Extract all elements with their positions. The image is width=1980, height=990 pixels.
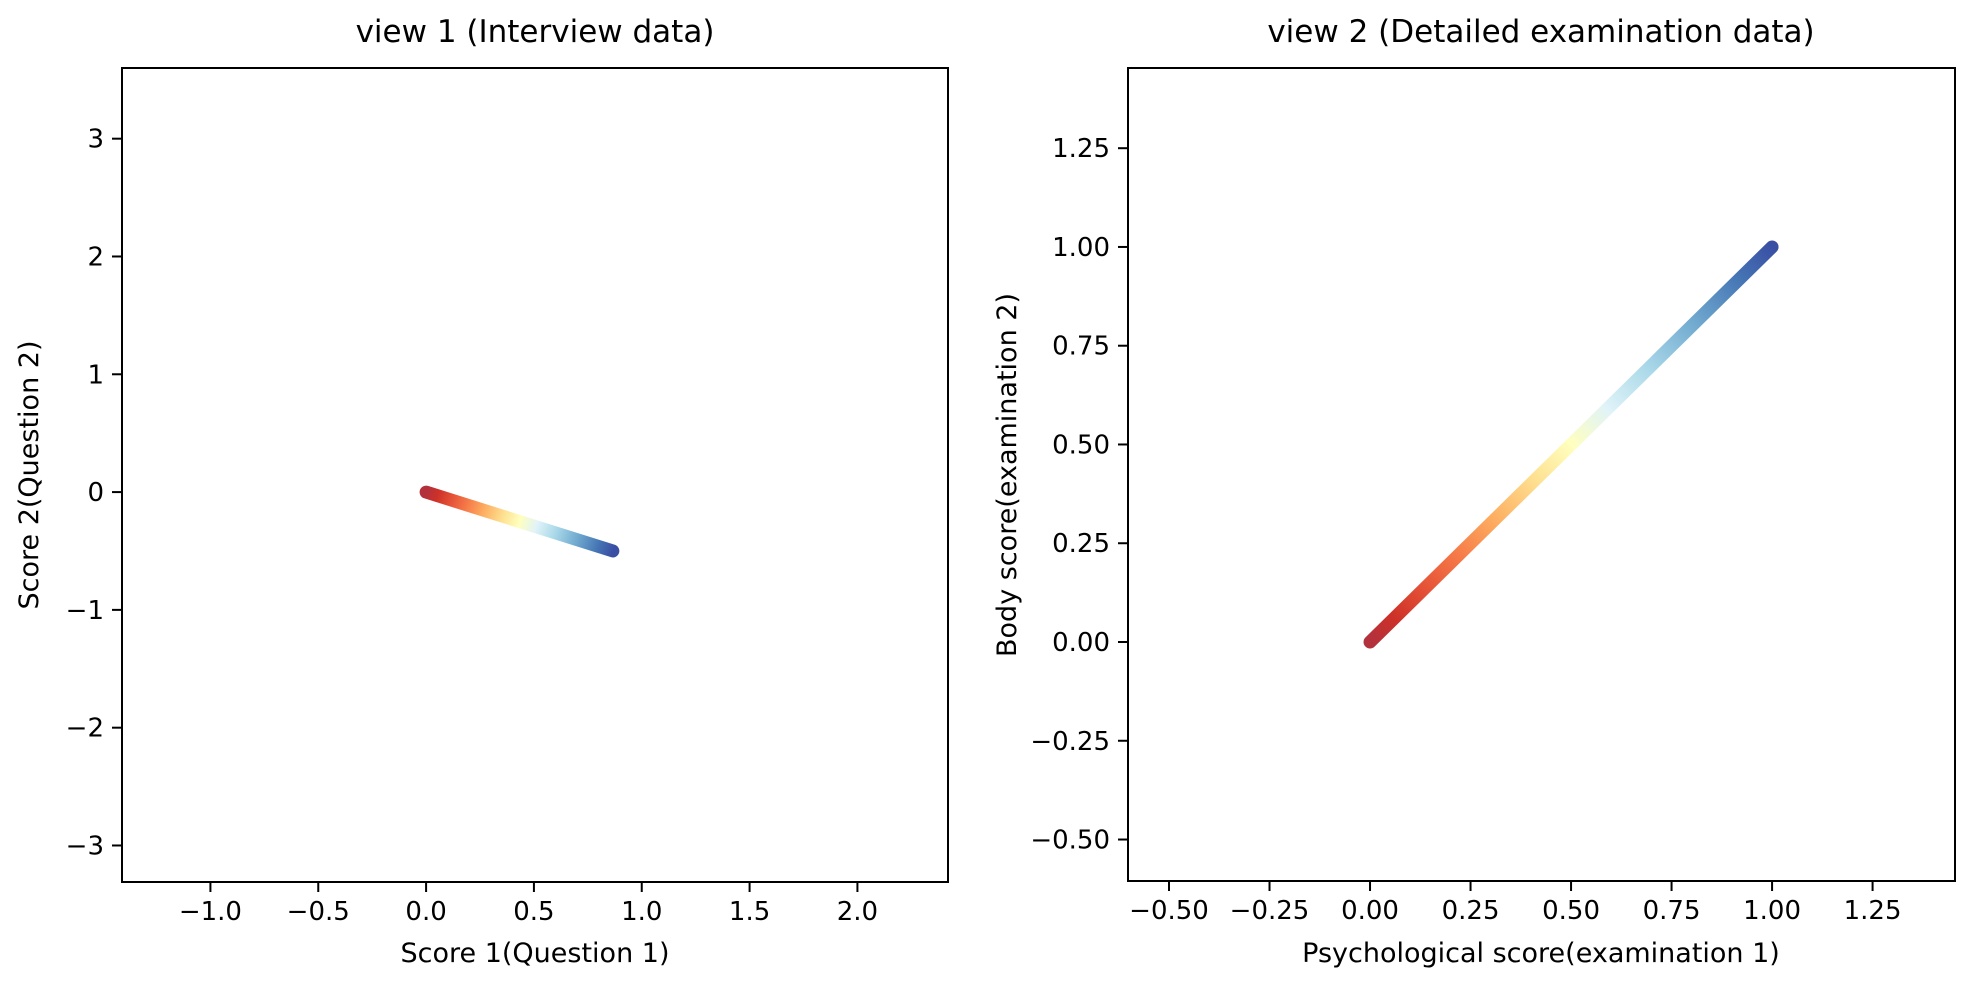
plot2-ylabel: Body score(examination 2) xyxy=(992,293,1023,657)
x-tick-label: 2.0 xyxy=(837,897,878,927)
plot2-title: view 2 (Detailed examination data) xyxy=(1267,14,1815,50)
y-tick-label: −1 xyxy=(66,596,104,626)
y-tick-label: 1 xyxy=(87,360,104,390)
x-tick-label: 0.50 xyxy=(1542,896,1600,926)
x-tick-label: 1.00 xyxy=(1743,896,1801,926)
y-tick-label: −0.25 xyxy=(1030,727,1110,757)
x-tick-label: 0.75 xyxy=(1643,896,1701,926)
y-tick-label: 3 xyxy=(87,125,104,155)
y-tick-label: 0.25 xyxy=(1052,529,1110,559)
plot1-xlabel: Score 1(Question 1) xyxy=(400,938,670,969)
scatter-gradient-line xyxy=(419,485,620,558)
x-tick-label: 0.0 xyxy=(405,897,446,927)
y-tick-label: 0 xyxy=(87,478,104,508)
x-tick-label: −0.50 xyxy=(1129,896,1209,926)
y-tick-label: 2 xyxy=(87,242,104,272)
axes-frame xyxy=(121,67,949,883)
x-tick-label: 1.5 xyxy=(729,897,770,927)
x-tick-label: 0.5 xyxy=(513,897,554,927)
x-tick-label: 1.0 xyxy=(621,897,662,927)
y-tick-label: 0.75 xyxy=(1052,332,1110,362)
plot1-ylabel: Score 2(Question 2) xyxy=(14,340,45,610)
y-tick-label: −0.50 xyxy=(1030,826,1110,856)
y-tick-label: −3 xyxy=(66,831,104,861)
plot2-xlabel: Psychological score(examination 1) xyxy=(1302,938,1780,969)
y-tick-label: 1.00 xyxy=(1052,233,1110,263)
x-tick-label: 0.00 xyxy=(1341,896,1399,926)
plot1-title: view 1 (Interview data) xyxy=(355,14,715,50)
y-tick-label: 1.25 xyxy=(1052,134,1110,164)
y-tick-label: 0.00 xyxy=(1052,628,1110,658)
x-tick-label: −0.25 xyxy=(1230,896,1310,926)
x-tick-label: 0.25 xyxy=(1442,896,1500,926)
x-tick-label: 1.25 xyxy=(1844,896,1902,926)
axes-frame xyxy=(1127,67,1956,882)
y-tick-label: −2 xyxy=(66,714,104,744)
y-tick-label: 0.50 xyxy=(1052,430,1110,460)
x-tick-label: −0.5 xyxy=(287,897,350,927)
x-tick-label: −1.0 xyxy=(179,897,242,927)
scatter-gradient-line xyxy=(1363,240,1779,649)
